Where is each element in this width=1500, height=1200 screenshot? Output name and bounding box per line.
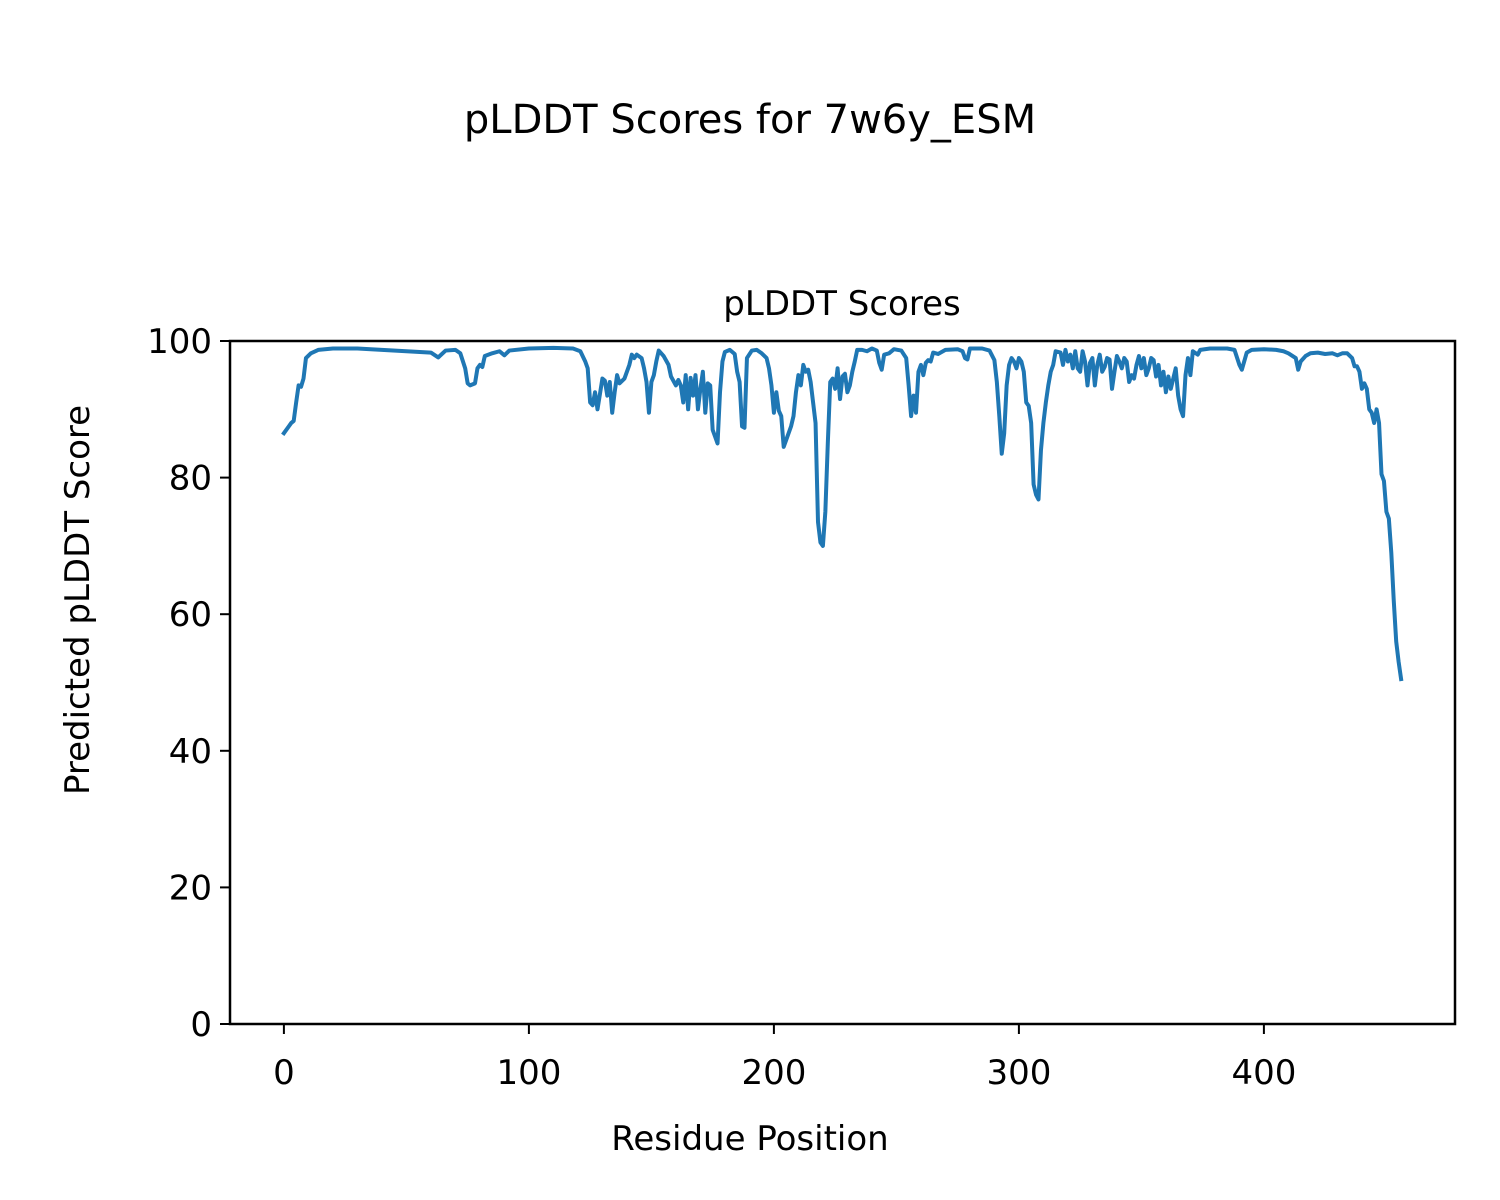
y-tick-label: 0 <box>190 1005 212 1045</box>
plot-area <box>281 345 1404 682</box>
axes-title: pLDDT Scores <box>723 284 960 324</box>
y-axis-label: Predicted pLDDT Score <box>58 405 98 795</box>
y-tick-label: 40 <box>169 732 212 772</box>
figure-suptitle: pLDDT Scores for 7w6y_ESM <box>464 97 1036 143</box>
x-tick-label: 200 <box>741 1053 806 1093</box>
x-tick-label: 400 <box>1231 1053 1296 1093</box>
y-tick-label: 60 <box>169 595 212 635</box>
y-tick-label: 80 <box>169 459 212 499</box>
x-axis-ticks: 0 100 200 300 400 <box>273 1024 1296 1093</box>
series-line-0 <box>281 345 1404 682</box>
x-tick-label: 300 <box>986 1053 1051 1093</box>
y-axis-ticks: 0 20 40 60 80 100 <box>147 322 230 1045</box>
y-tick-label: 20 <box>169 868 212 908</box>
axes-frame <box>228 339 1457 1026</box>
y-tick-label: 100 <box>147 322 212 362</box>
x-tick-label: 0 <box>273 1053 295 1093</box>
x-axis-label: Residue Position <box>611 1119 888 1159</box>
x-tick-label: 100 <box>496 1053 561 1093</box>
